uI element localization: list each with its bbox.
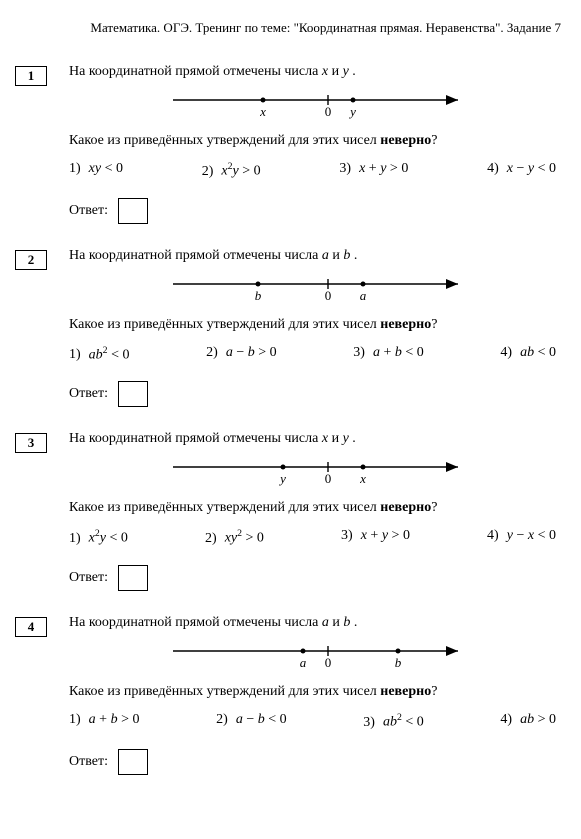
option-2: 2)x2y > 0 bbox=[202, 161, 261, 180]
problem-number-box: 4 bbox=[15, 617, 47, 637]
option-3: 3)x + y > 0 bbox=[339, 161, 408, 180]
svg-text:0: 0 bbox=[324, 104, 331, 119]
option-3: 3)a + b < 0 bbox=[353, 345, 423, 364]
option-4: 4)ab < 0 bbox=[500, 345, 556, 364]
svg-text:y: y bbox=[278, 471, 286, 486]
option-1: 1)ab2 < 0 bbox=[69, 345, 129, 364]
answer-row: Ответ: bbox=[69, 565, 566, 591]
intro-text: На координатной прямой отмечены числа x … bbox=[69, 64, 566, 80]
problem-1: 1 На координатной прямой отмечены числа … bbox=[15, 64, 566, 224]
answer-box[interactable] bbox=[118, 749, 148, 775]
options-row: 1)x2y < 0 2)xy2 > 0 3)x + y > 0 4)y − x < 0 bbox=[69, 528, 566, 547]
svg-text:y: y bbox=[348, 104, 356, 119]
problem-4: 4 На координатной прямой отмечены числа … bbox=[15, 615, 566, 775]
svg-text:a: a bbox=[299, 655, 306, 670]
answer-label: Ответ: bbox=[69, 570, 108, 586]
answer-label: Ответ: bbox=[69, 203, 108, 219]
svg-text:x: x bbox=[359, 471, 366, 486]
svg-text:0: 0 bbox=[324, 655, 331, 670]
number-line: 0 a b bbox=[69, 639, 566, 678]
intro-text: На координатной прямой отмечены числа a … bbox=[69, 615, 566, 631]
problem-2: 2 На координатной прямой отмечены числа … bbox=[15, 248, 566, 408]
number-line: 0 x y bbox=[69, 88, 566, 127]
answer-box[interactable] bbox=[118, 381, 148, 407]
number-line-svg: 0 x y bbox=[168, 88, 468, 122]
problem-number-box: 3 bbox=[15, 433, 47, 453]
option-4: 4)y − x < 0 bbox=[487, 528, 556, 547]
option-1: 1)xy < 0 bbox=[69, 161, 123, 180]
number-line-svg: 0 a b bbox=[168, 639, 468, 673]
options-row: 1)ab2 < 0 2)a − b > 0 3)a + b < 0 4)ab < 0 bbox=[69, 345, 566, 364]
problem-number-box: 1 bbox=[15, 66, 47, 86]
answer-box[interactable] bbox=[118, 198, 148, 224]
problem-number-box: 2 bbox=[15, 250, 47, 270]
answer-row: Ответ: bbox=[69, 381, 566, 407]
question-text: Какое из приведённых утверждений для эти… bbox=[69, 133, 566, 149]
options-row: 1)xy < 0 2)x2y > 0 3)x + y > 0 4)x − y < 0 bbox=[69, 161, 566, 180]
option-3: 3)x + y > 0 bbox=[341, 528, 410, 547]
answer-label: Ответ: bbox=[69, 754, 108, 770]
svg-text:0: 0 bbox=[324, 288, 331, 303]
svg-text:b: b bbox=[254, 288, 261, 303]
option-2: 2)a − b > 0 bbox=[206, 345, 276, 364]
option-4: 4)ab > 0 bbox=[500, 712, 556, 731]
option-3: 3)ab2 < 0 bbox=[363, 712, 423, 731]
option-4: 4)x − y < 0 bbox=[487, 161, 556, 180]
answer-row: Ответ: bbox=[69, 198, 566, 224]
options-row: 1)a + b > 0 2)a − b < 0 3)ab2 < 0 4)ab > 0 bbox=[69, 712, 566, 731]
problem-3: 3 На координатной прямой отмечены числа … bbox=[15, 431, 566, 591]
intro-text: На координатной прямой отмечены числа x … bbox=[69, 431, 566, 447]
intro-text: На координатной прямой отмечены числа a … bbox=[69, 248, 566, 264]
number-line: 0 b a bbox=[69, 272, 566, 311]
answer-label: Ответ: bbox=[69, 386, 108, 402]
svg-text:a: a bbox=[359, 288, 366, 303]
answer-row: Ответ: bbox=[69, 749, 566, 775]
question-text: Какое из приведённых утверждений для эти… bbox=[69, 500, 566, 516]
option-2: 2)xy2 > 0 bbox=[205, 528, 264, 547]
svg-text:x: x bbox=[259, 104, 266, 119]
question-text: Какое из приведённых утверждений для эти… bbox=[69, 684, 566, 700]
option-2: 2)a − b < 0 bbox=[216, 712, 286, 731]
number-line: 0 y x bbox=[69, 455, 566, 494]
option-1: 1)x2y < 0 bbox=[69, 528, 128, 547]
svg-text:b: b bbox=[394, 655, 401, 670]
question-text: Какое из приведённых утверждений для эти… bbox=[69, 317, 566, 333]
svg-text:0: 0 bbox=[324, 471, 331, 486]
option-1: 1)a + b > 0 bbox=[69, 712, 139, 731]
number-line-svg: 0 b a bbox=[168, 272, 468, 306]
page-header: Математика. ОГЭ. Тренинг по теме: "Коорд… bbox=[15, 20, 566, 36]
number-line-svg: 0 y x bbox=[168, 455, 468, 489]
answer-box[interactable] bbox=[118, 565, 148, 591]
